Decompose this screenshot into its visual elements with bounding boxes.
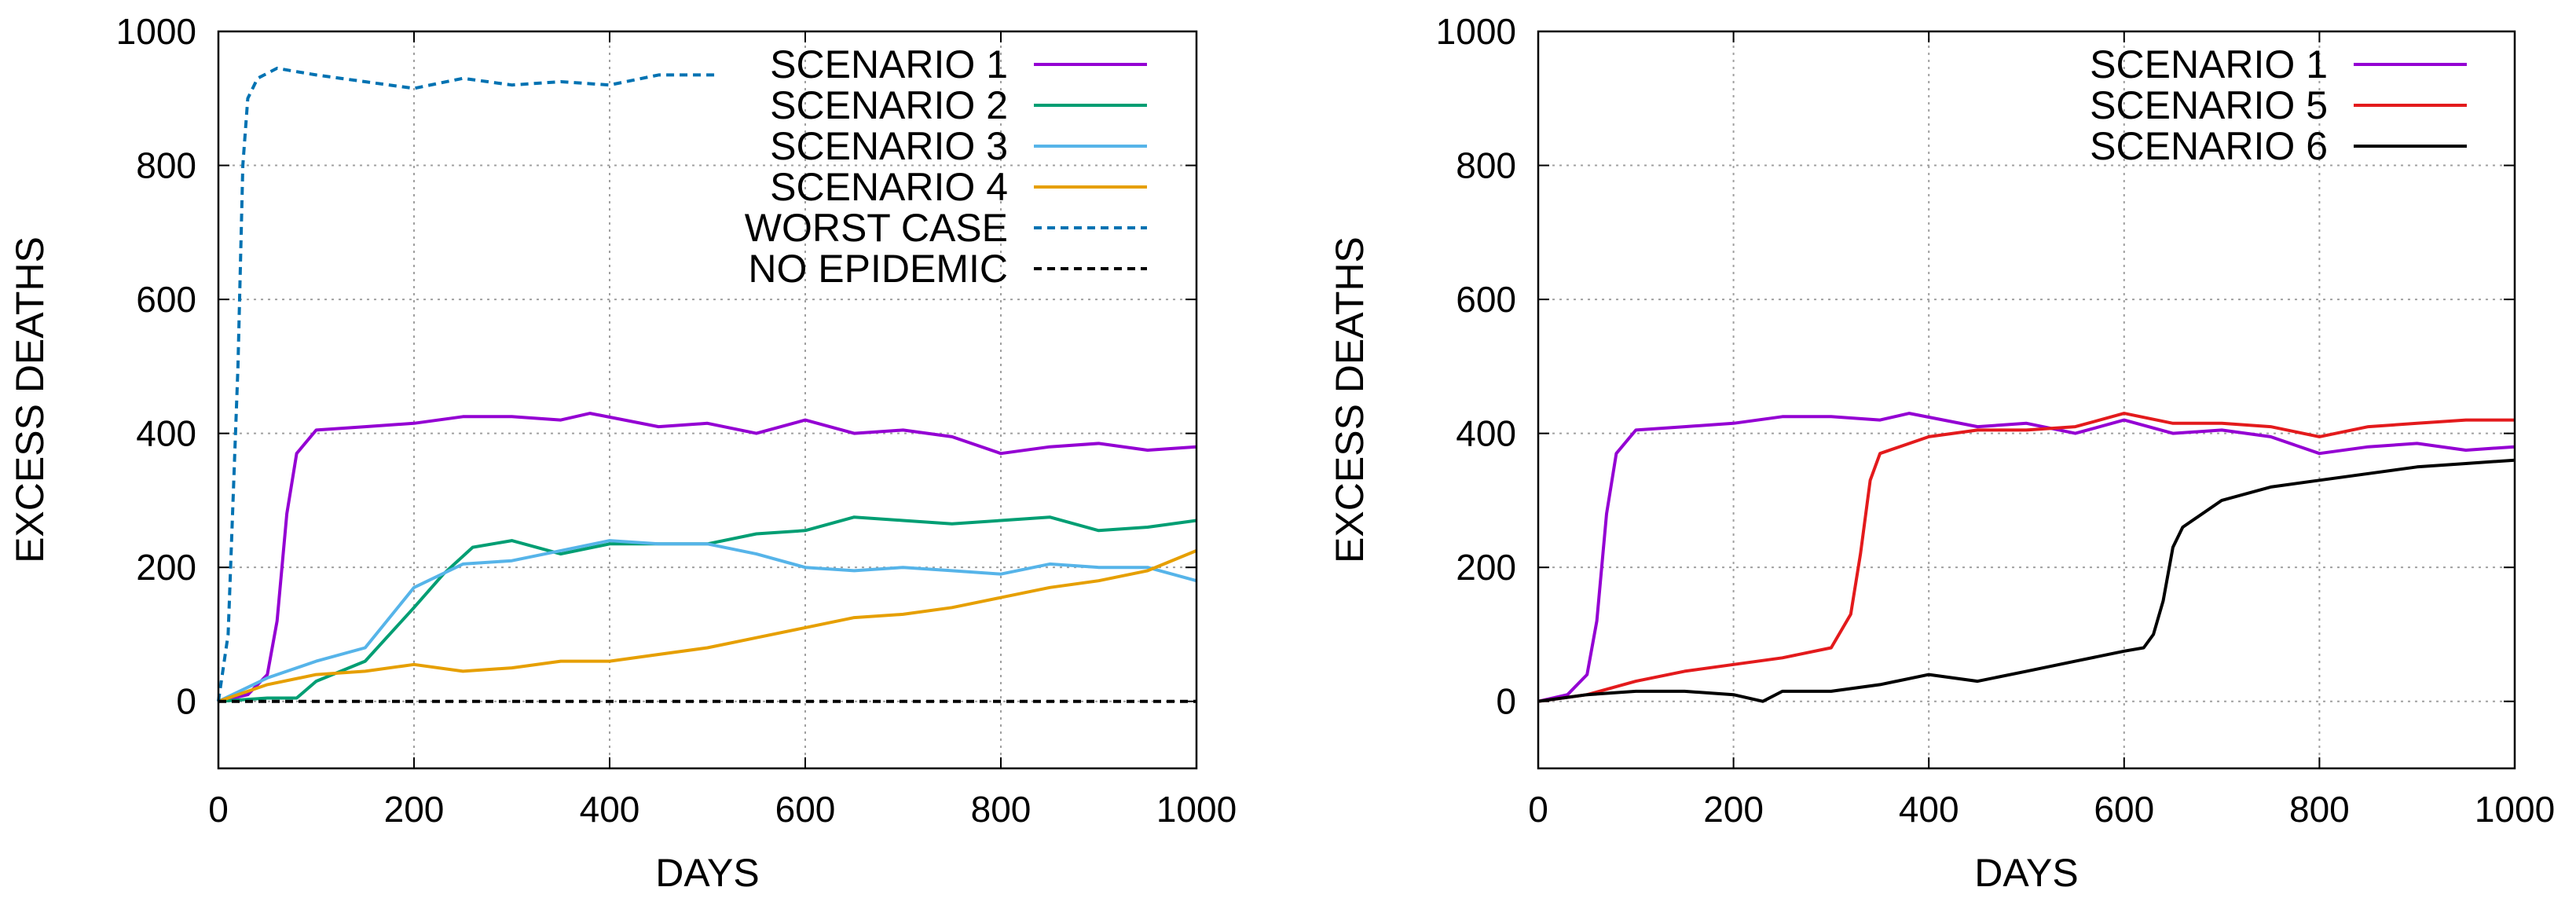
y-axis-title: EXCESS DEATHS bbox=[8, 236, 52, 563]
chart-panel-1: 0 200 400 600 800 1000 0 200 400 600 800 1000 SCENAR… bbox=[8, 11, 1237, 895]
x-tick-label: 1000 bbox=[1156, 789, 1237, 830]
y-tick-label: 200 bbox=[1456, 547, 1516, 588]
x-tick-label: 200 bbox=[1703, 789, 1764, 830]
x-tick-label: 800 bbox=[971, 789, 1031, 830]
y-tick-label: 1000 bbox=[116, 11, 196, 52]
y-tick-label: 1000 bbox=[1436, 11, 1516, 52]
series-line-scenario-1 bbox=[218, 412, 1197, 703]
x-axis-title: DAYS bbox=[655, 851, 759, 895]
y-tick-label: 600 bbox=[1456, 279, 1516, 320]
series-line-scenario-3 bbox=[218, 539, 1197, 703]
legend-label: SCENARIO 6 bbox=[2090, 124, 2328, 168]
y-tick-label: 0 bbox=[1496, 681, 1516, 722]
legend-label: SCENARIO 1 bbox=[2090, 42, 2328, 86]
legend-label: SCENARIO 3 bbox=[770, 124, 1008, 168]
series-line-scenario-6 bbox=[1537, 458, 2516, 703]
x-tick-label: 1000 bbox=[2475, 789, 2555, 830]
y-axis-title: EXCESS DEATHS bbox=[1328, 236, 1372, 563]
series-line-scenario-4 bbox=[218, 549, 1197, 703]
x-tick-label: 600 bbox=[2094, 789, 2154, 830]
y-tick-label: 800 bbox=[1456, 145, 1516, 186]
x-axis-title: DAYS bbox=[1974, 851, 2078, 895]
x-tick-label: 600 bbox=[775, 789, 836, 830]
legend-label: WORST CASE bbox=[745, 206, 1008, 250]
x-tick-label: 0 bbox=[1528, 789, 1548, 830]
x-tick-label: 400 bbox=[1899, 789, 1959, 830]
chart-panel-2: 0 200 400 600 800 1000 0 200 400 600 800 1000 SCENAR… bbox=[1328, 11, 2555, 895]
series-line-worst-case bbox=[217, 66, 717, 702]
y-tick-label: 800 bbox=[136, 145, 196, 186]
legend-label: SCENARIO 2 bbox=[770, 83, 1008, 127]
series-line-scenario-5 bbox=[1537, 412, 2515, 703]
plot-frame bbox=[1537, 30, 2516, 770]
y-tick-label: 400 bbox=[136, 413, 196, 454]
x-tick-label: 0 bbox=[208, 789, 229, 830]
legend-label: SCENARIO 5 bbox=[2090, 83, 2328, 127]
y-tick-label: 0 bbox=[176, 681, 196, 722]
x-tick-label: 200 bbox=[384, 789, 445, 830]
y-tick-label: 600 bbox=[136, 279, 196, 320]
legend-label: SCENARIO 4 bbox=[770, 165, 1008, 209]
x-tick-label: 800 bbox=[2289, 789, 2350, 830]
series-line-scenario-1 bbox=[1537, 412, 2516, 703]
plot-frame bbox=[217, 30, 1198, 770]
x-tick-label: 400 bbox=[580, 789, 640, 830]
legend-label: NO EPIDEMIC bbox=[748, 247, 1008, 291]
legend-label: SCENARIO 1 bbox=[770, 42, 1008, 86]
y-tick-label: 400 bbox=[1456, 413, 1516, 454]
y-tick-label: 200 bbox=[136, 547, 196, 588]
